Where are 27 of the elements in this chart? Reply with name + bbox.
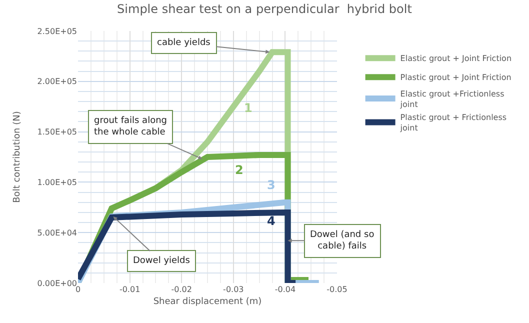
y-axis-title: Bolt contribution (N)	[12, 111, 23, 203]
annotation: 4	[267, 214, 276, 228]
legend-label: Plastic grout + Frictionless joint	[399, 113, 507, 133]
y-tick-label: 2.50E+05	[37, 26, 77, 36]
annotation: 3	[267, 178, 276, 192]
y-tick-label: 0.00E+00	[37, 278, 77, 288]
y-tick-label: 5.00E+04	[37, 228, 77, 238]
y-tick-label: 2.00E+05	[37, 77, 77, 86]
x-tick-label: -0.01	[119, 285, 140, 294]
annotation: Dowel yields	[133, 256, 190, 266]
legend-label: Elastic grout +Frictionless joint	[399, 89, 504, 109]
x-tick-label: -0.02	[171, 285, 192, 294]
x-tick-label: -0.03	[223, 285, 244, 294]
chart-title: Simple shear test on a perpendicular hybrid bolt	[117, 2, 412, 16]
annotation: 1	[244, 101, 252, 115]
x-tick-label: -0.04	[274, 285, 296, 294]
x-tick-label: 0	[75, 285, 81, 294]
annotation: cable yields	[157, 38, 211, 48]
legend-label: Plastic grout + Joint Friction	[400, 73, 512, 82]
x-axis-title: Shear displacement (m)	[153, 296, 262, 307]
y-tick-label: 1.00E+05	[37, 178, 77, 187]
annotation: 2	[235, 163, 244, 177]
annotation: Dowel (and so cable) fails	[310, 230, 375, 252]
x-tick-label: -0.05	[326, 285, 348, 294]
legend-label: Elastic grout + Joint Friction	[400, 54, 512, 64]
annotation: grout fails along the whole cable	[94, 116, 167, 138]
y-tick-label: 1.50E+05	[37, 128, 77, 137]
